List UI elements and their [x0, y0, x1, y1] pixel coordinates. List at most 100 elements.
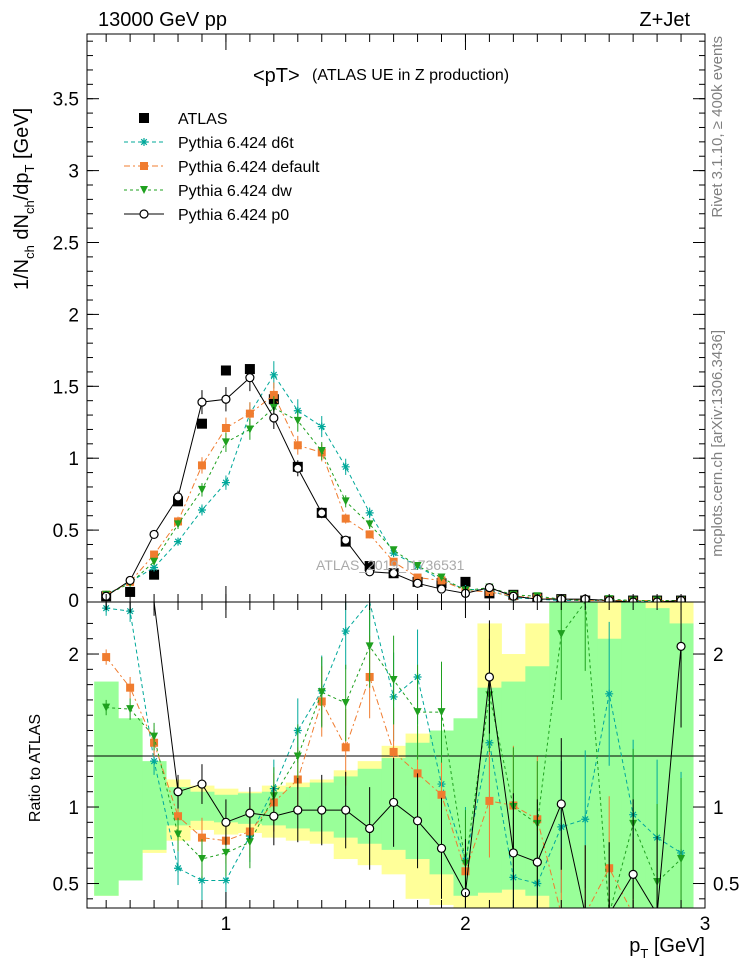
ratio-y-tick-label-right: 1	[713, 798, 724, 819]
legend-marker-atlas	[139, 113, 149, 123]
main-point-pythia-6-424-dw	[293, 416, 302, 425]
ratio-point-pythia-6-424-p0	[365, 823, 375, 834]
main-point-atlas	[460, 576, 471, 587]
main-point-pythia-6-424-p0	[125, 575, 135, 586]
main-point-pythia-6-424-p0	[365, 567, 375, 577]
legend-marker-pythia-6-424-p0	[139, 209, 149, 219]
ratio-point-pythia-6-424-p0	[245, 808, 255, 818]
legend-label-atlas: ATLAS	[178, 111, 228, 128]
ratio-point-pythia-6-424-p0	[269, 811, 279, 821]
main-point-pythia-6-424-d6t	[150, 563, 159, 572]
ratio-point-pythia-6-424-p0	[676, 641, 686, 651]
main-point-pythia-6-424-default	[245, 409, 254, 418]
main-point-pythia-6-424-dw	[389, 546, 398, 555]
main-y-tick-label: 2	[68, 305, 79, 326]
ratio-point-pythia-6-424-p0	[436, 843, 447, 853]
ratio-y-tick-label: 0.5	[53, 875, 79, 896]
ratio-point-pythia-6-424-d6t	[221, 876, 230, 885]
ratio-point-pythia-6-424-p0	[412, 816, 423, 826]
main-point-pythia-6-424-dw	[221, 438, 230, 447]
main-point-pythia-6-424-default	[221, 424, 230, 433]
ratio-point-pythia-6-424-default	[341, 743, 350, 752]
ratio-point-pythia-6-424-p0	[341, 805, 351, 815]
x-axis-label: pT [GeV]	[629, 935, 705, 961]
ratio-plot-frame	[86, 601, 706, 909]
process-label: Z+Jet	[639, 9, 690, 31]
ratio-y-tick-label: 1	[68, 798, 79, 819]
legend-label-pythia-6-424-default: Pythia 6.424 default	[178, 159, 320, 176]
ratio-point-pythia-6-424-dw	[197, 855, 206, 864]
ratio-point-pythia-6-424-dw	[293, 752, 302, 761]
main-y-tick-label: 1.5	[53, 377, 79, 398]
main-point-pythia-6-424-p0	[389, 568, 399, 578]
main-point-atlas	[125, 586, 136, 597]
ratio-point-pythia-6-424-d6t	[581, 815, 590, 824]
main-point-pythia-6-424-d6t	[317, 422, 326, 431]
main-y-tick-label: 3	[68, 162, 79, 183]
main-point-pythia-6-424-default	[365, 530, 374, 539]
main-point-pythia-6-424-default	[293, 441, 302, 450]
ratio-y-tick-label: 2	[68, 645, 79, 666]
main-y-tick-label: 3.5	[53, 90, 79, 111]
main-point-pythia-6-424-default	[150, 550, 159, 559]
main-point-pythia-6-424-d6t	[174, 537, 183, 546]
ratio-point-pythia-6-424-p0	[221, 817, 231, 827]
ratio-point-pythia-6-424-d6t	[150, 757, 159, 766]
main-y-zero-label: 0	[68, 591, 79, 612]
ratio-point-pythia-6-424-default	[485, 796, 494, 805]
mcplots-label: mcplots.cern.ch [arXiv:1306.3436]	[709, 330, 726, 557]
ratio-point-pythia-6-424-p0	[484, 672, 495, 682]
ratio-point-pythia-6-424-default	[174, 812, 183, 821]
main-point-pythia-6-424-p0	[293, 463, 303, 473]
ratio-point-pythia-6-424-dw	[413, 708, 422, 717]
ratio-point-pythia-6-424-default	[126, 683, 135, 692]
ratio-point-pythia-6-424-p0	[532, 857, 542, 867]
ratio-point-pythia-6-424-default	[389, 747, 398, 756]
main-point-pythia-6-424-p0	[269, 413, 279, 423]
x-tick-label: 2	[460, 914, 471, 935]
ratio-point-pythia-6-424-p0	[508, 848, 518, 858]
main-point-pythia-6-424-default	[341, 514, 350, 523]
ratio-point-pythia-6-424-dw	[150, 732, 159, 741]
chart-title: <pT>	[253, 65, 300, 87]
main-point-pythia-6-424-dw	[174, 520, 183, 529]
main-point-pythia-6-424-default	[197, 461, 206, 470]
main-point-pythia-6-424-d6t	[221, 478, 230, 487]
ratio-point-pythia-6-424-dw	[221, 848, 230, 857]
ratio-point-pythia-6-424-d6t	[341, 627, 350, 636]
ratio-point-pythia-6-424-p0	[556, 799, 566, 809]
ratio-y-axis-label: Ratio to ATLAS	[27, 714, 44, 822]
ratio-point-pythia-6-424-p0	[317, 805, 327, 815]
main-point-pythia-6-424-p0	[149, 529, 159, 540]
ratio-point-pythia-6-424-dw	[677, 855, 686, 864]
main-point-pythia-6-424-p0	[341, 535, 351, 545]
ratio-point-pythia-6-424-p0	[389, 797, 399, 808]
ratio-point-pythia-6-424-dw	[437, 708, 446, 717]
ratio-point-pythia-6-424-default	[197, 833, 206, 842]
main-point-pythia-6-424-p0	[436, 584, 447, 594]
ratio-point-pythia-6-424-default	[102, 653, 111, 662]
main-point-pythia-6-424-default	[269, 390, 278, 399]
main-point-pythia-6-424-p0	[245, 373, 255, 383]
main-point-pythia-6-424-p0	[412, 578, 423, 588]
ratio-point-pythia-6-424-dw	[557, 630, 566, 639]
ratio-point-pythia-6-424-p0	[293, 805, 303, 815]
main-point-pythia-6-424-dw	[197, 485, 206, 494]
x-tick-label: 3	[700, 914, 711, 935]
ratio-point-pythia-6-424-dw	[341, 698, 350, 707]
main-point-pythia-6-424-d6t	[365, 508, 374, 517]
main-point-pythia-6-424-dw	[413, 562, 422, 571]
main-point-pythia-6-424-p0	[221, 394, 231, 404]
main-point-atlas	[364, 561, 375, 572]
main-plot: 0.5 1 1.5 2 2.5 3 3.5 0 <pT> (ATLAS UE in Z pr…	[11, 33, 706, 612]
ratio-point-pythia-6-424-p0	[197, 779, 207, 789]
ratio-point-pythia-6-424-d6t	[174, 864, 183, 873]
legend-label-pythia-6-424-p0: Pythia 6.424 p0	[178, 207, 289, 224]
main-point-pythia-6-424-dw	[245, 425, 254, 434]
ratio-point-pythia-6-424-dw	[317, 688, 326, 697]
legend-label-pythia-6-424-dw: Pythia 6.424 dw	[178, 183, 292, 200]
band-green	[118, 718, 143, 881]
main-point-pythia-6-424-d6t	[197, 505, 206, 514]
ratio-point-pythia-6-424-dw	[245, 838, 254, 847]
band-green	[142, 761, 167, 850]
